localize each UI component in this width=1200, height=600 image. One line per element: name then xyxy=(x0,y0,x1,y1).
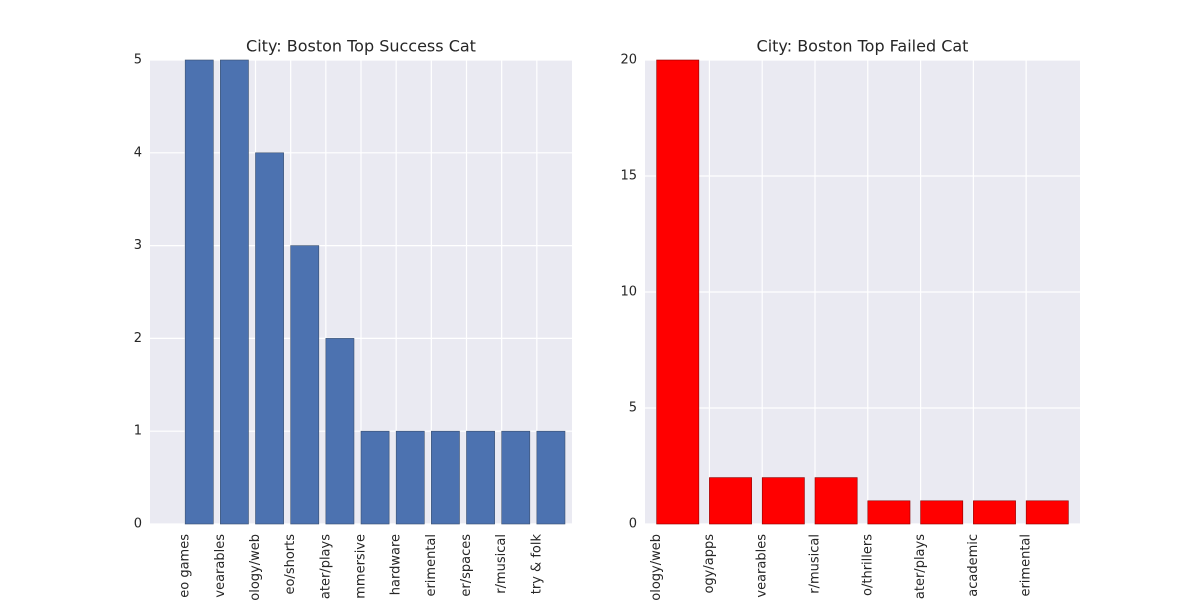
x-tick-label: r/musical xyxy=(494,534,509,594)
bar xyxy=(536,430,566,525)
bar xyxy=(255,152,284,525)
x-tick-label: r/musical xyxy=(807,534,822,594)
bar xyxy=(501,430,531,525)
y-tick-label: 10 xyxy=(620,285,637,300)
x-tick-label: ology/web xyxy=(248,534,263,600)
bar xyxy=(325,338,355,525)
x-tick-label: vearables xyxy=(755,534,770,598)
y-tick-label: 4 xyxy=(134,145,142,160)
bar xyxy=(395,430,425,525)
x-tick-label: try & folk xyxy=(529,534,544,595)
bar xyxy=(431,430,460,525)
y-tick-label: 2 xyxy=(134,331,142,346)
bar xyxy=(709,477,752,525)
bar xyxy=(290,245,320,525)
bar xyxy=(867,500,911,525)
y-tick-label: 1 xyxy=(134,424,142,439)
bar xyxy=(814,477,858,525)
x-tick-label: eo games xyxy=(178,534,193,598)
bar xyxy=(656,59,700,525)
bar xyxy=(360,430,390,525)
y-tick-label: 20 xyxy=(620,53,637,68)
x-tick-label: vearables xyxy=(213,534,228,598)
bar xyxy=(466,430,495,525)
x-tick-label: ogy/apps xyxy=(702,534,717,594)
chart-title: City: Boston Top Failed Cat xyxy=(757,37,969,56)
y-tick-label: 5 xyxy=(629,401,637,416)
x-tick-label: academic xyxy=(966,534,981,597)
subplot: City: Boston Top Success Cat 0 1 2 3 4 5 eo gam… xyxy=(134,37,572,600)
bar xyxy=(920,500,964,525)
y-tick-label: 15 xyxy=(620,169,637,184)
y-tick-label: 5 xyxy=(134,53,142,68)
subplot: City: Boston Top Failed Cat 0 5 10 15 20 ology… xyxy=(620,37,1080,600)
y-tick-label: 0 xyxy=(134,517,142,532)
x-tick-label: o/thrillers xyxy=(860,534,875,596)
x-tick-label: erimental xyxy=(1019,534,1034,597)
x-tick-label: ology/web xyxy=(649,534,664,600)
bar xyxy=(184,59,214,525)
x-tick-label: er/spaces xyxy=(459,534,474,597)
x-tick-label: ater/plays xyxy=(913,534,928,599)
x-tick-label: hardware xyxy=(389,534,404,595)
bar xyxy=(1025,500,1069,525)
y-tick-label: 0 xyxy=(629,517,637,532)
y-tick-label: 3 xyxy=(134,238,142,253)
bar xyxy=(761,477,805,525)
bar xyxy=(220,59,249,525)
chart-title: City: Boston Top Success Cat xyxy=(246,37,476,56)
x-tick-label: erimental xyxy=(424,534,439,597)
x-tick-label: mmersive xyxy=(354,534,369,599)
x-tick-label: ater/plays xyxy=(318,534,333,599)
bar xyxy=(973,500,1016,525)
x-tick-label: eo/shorts xyxy=(283,534,298,595)
